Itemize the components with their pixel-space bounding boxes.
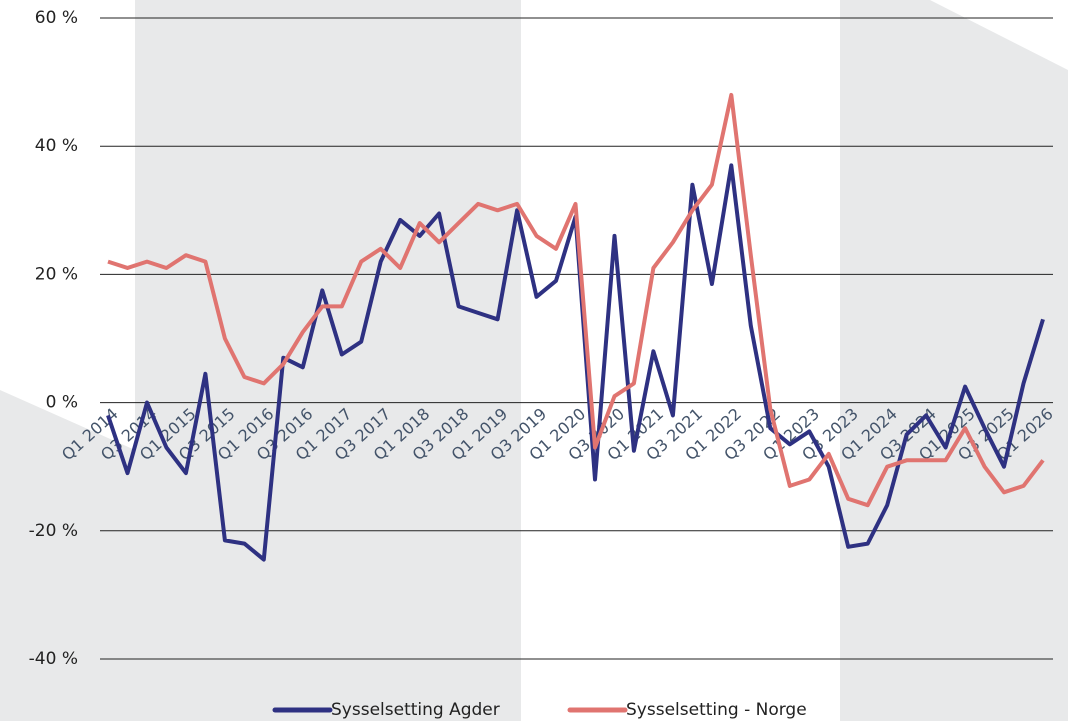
y-tick-label: 0 % <box>46 393 78 413</box>
y-tick-label: -40 % <box>29 649 78 669</box>
y-tick-label: 40 % <box>35 136 78 156</box>
y-tick-label: -20 % <box>29 521 78 541</box>
legend-label: Sysselsetting Agder <box>331 700 500 720</box>
legend-label: Sysselsetting - Norge <box>626 700 807 720</box>
y-tick-label: 20 % <box>35 264 78 284</box>
series-line <box>107 92 1045 508</box>
y-tick-label: 60 % <box>35 8 78 28</box>
